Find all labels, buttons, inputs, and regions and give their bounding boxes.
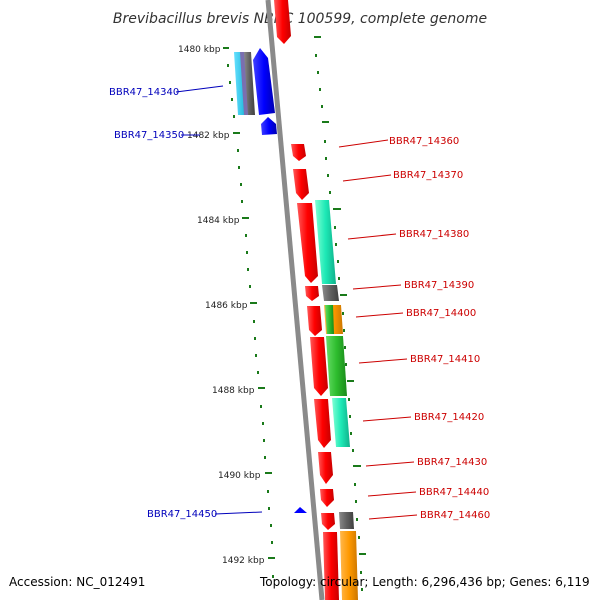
- label-bbr47-14460[interactable]: BBR47_14460: [420, 510, 490, 521]
- gene-bbr47-14430[interactable]: [318, 452, 333, 484]
- label-bbr47-14380[interactable]: BBR47_14380: [399, 229, 469, 240]
- gene-bbr47-14420[interactable]: [314, 399, 331, 448]
- map-title: Brevibacillus brevis NBRC 100599, comple…: [113, 11, 487, 27]
- gene-bottom-red[interactable]: [323, 532, 339, 600]
- ruler-dots-right: [315, 54, 363, 591]
- label-bbr47-14400[interactable]: BBR47_14400: [406, 308, 476, 319]
- ruler-ticks-left: [223, 47, 275, 559]
- ruler-label-1482: 1482 kbp: [187, 131, 230, 141]
- reverse-leader-lines: [338, 139, 418, 520]
- gene-top-partial[interactable]: [274, 0, 291, 44]
- accession-text: Accession: NC_012491: [9, 575, 145, 589]
- gene-bbr47-14380[interactable]: [297, 203, 318, 283]
- label-bbr47-14450[interactable]: BBR47_14450: [147, 509, 217, 520]
- gene-bbr47-14400-subfeature[interactable]: [325, 305, 334, 334]
- label-bbr47-14420[interactable]: BBR47_14420: [414, 412, 484, 423]
- gene-bbr47-14450[interactable]: [294, 507, 307, 513]
- gene-bbr47-14390-feature[interactable]: [322, 285, 339, 301]
- ruler-label-1488: 1488 kbp: [212, 386, 255, 396]
- gene-bbr47-14410-feature[interactable]: [326, 336, 347, 396]
- gene-bbr47-14400[interactable]: [307, 306, 322, 336]
- label-bbr47-14430[interactable]: BBR47_14430: [417, 457, 487, 468]
- ruler-dots-left: [227, 64, 274, 578]
- gene-bbr47-14460[interactable]: [321, 513, 335, 530]
- label-bbr47-14360[interactable]: BBR47_14360: [389, 136, 459, 147]
- gene-bbr47-14380-feature[interactable]: [315, 200, 336, 284]
- label-bbr47-14370[interactable]: BBR47_14370: [393, 170, 463, 181]
- ruler-label-1490: 1490 kbp: [218, 471, 261, 481]
- label-bbr47-14440[interactable]: BBR47_14440: [419, 487, 489, 498]
- label-bbr47-14390[interactable]: BBR47_14390: [404, 280, 474, 291]
- ruler-label-1486: 1486 kbp: [205, 301, 248, 311]
- gene-bbr47-14420-feature[interactable]: [332, 398, 350, 447]
- gene-bbr47-14440[interactable]: [320, 489, 334, 507]
- label-bbr47-14410[interactable]: BBR47_14410: [410, 354, 480, 365]
- gene-bbr47-14460-feature[interactable]: [339, 512, 354, 529]
- gene-bbr47-14370[interactable]: [293, 169, 309, 200]
- genome-backbone: [265, 0, 325, 600]
- gene-bbr47-14340[interactable]: [234, 52, 255, 115]
- label-bbr47-14340[interactable]: BBR47_14340: [109, 87, 179, 98]
- gene-bbr47-14340-arrow[interactable]: [253, 48, 275, 115]
- forward-leader-lines: [175, 85, 263, 515]
- gene-bbr47-14360[interactable]: [291, 144, 306, 161]
- ruler-ticks-right: [314, 36, 366, 555]
- gene-bbr47-14410[interactable]: [310, 337, 328, 396]
- label-bbr47-14350[interactable]: BBR47_14350: [114, 130, 184, 141]
- gene-bbr47-14390[interactable]: [305, 286, 319, 301]
- ruler-label-1480: 1480 kbp: [178, 45, 221, 55]
- gene-bbr47-14350[interactable]: [261, 117, 277, 135]
- ruler-label-1492: 1492 kbp: [222, 556, 265, 566]
- gene-bottom-orange[interactable]: [340, 531, 358, 600]
- topology-text: Topology: circular; Length: 6,296,436 bp…: [259, 575, 590, 589]
- ruler-label-1484: 1484 kbp: [197, 216, 240, 226]
